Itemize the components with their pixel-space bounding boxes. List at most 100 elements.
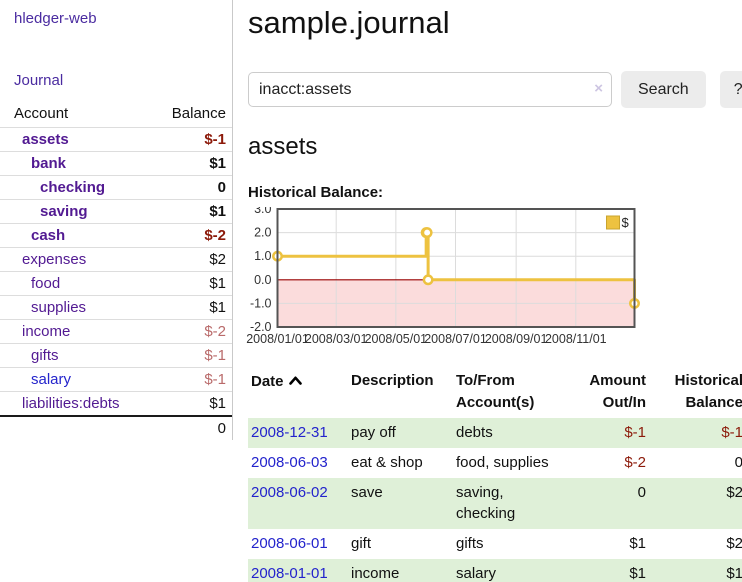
account-balance: $2: [209, 251, 226, 268]
svg-text:2008/07/01: 2008/07/01: [424, 332, 487, 346]
account-link[interactable]: bank: [31, 155, 67, 172]
chart-title: Historical Balance:: [248, 184, 384, 201]
search-button[interactable]: Search: [621, 71, 706, 108]
account-balance: $-2: [204, 227, 226, 244]
transaction-amount: 0: [637, 484, 646, 501]
transaction-amount: $-2: [624, 454, 646, 471]
account-link[interactable]: liabilities:debts: [22, 395, 120, 412]
account-balance: $1: [209, 275, 226, 292]
account-link[interactable]: food: [31, 275, 61, 292]
sidebar-item-journal[interactable]: Journal: [14, 72, 64, 89]
accounts-total-value: 0: [217, 420, 226, 437]
account-row: checking 0: [0, 175, 232, 200]
svg-text:2008/01/01: 2008/01/01: [246, 332, 309, 346]
account-link[interactable]: gifts: [31, 347, 59, 364]
register-header-accounts: To/From Account(s): [456, 372, 535, 411]
account-row: assets $-1: [0, 127, 232, 152]
svg-text:1.0: 1.0: [254, 249, 271, 263]
account-balance: $1: [209, 155, 226, 172]
account-link[interactable]: supplies: [31, 299, 87, 316]
accounts-table: Account Balance assets $-1 bank $1 checking 0…: [0, 102, 232, 440]
svg-text:-2.0: -2.0: [250, 320, 272, 334]
svg-text:2008/05/01: 2008/05/01: [365, 332, 428, 346]
account-row: supplies $1: [0, 295, 232, 320]
legend-swatch: [606, 215, 620, 230]
transaction-date-link[interactable]: 2008-12-31: [251, 424, 328, 441]
transaction-balance: $1: [726, 565, 742, 582]
account-link[interactable]: income: [22, 323, 71, 340]
search-bar: × Search ?: [248, 71, 742, 108]
help-button[interactable]: ?: [719, 71, 742, 108]
account-row: expenses $2: [0, 247, 232, 272]
transaction-amount: $1: [629, 535, 646, 552]
transaction-accounts: food, supplies: [456, 454, 549, 471]
account-balance: 0: [217, 179, 226, 196]
account-link[interactable]: saving: [40, 203, 88, 220]
accounts-header-row: Account Balance: [0, 102, 232, 128]
transaction-description: eat & shop: [351, 454, 423, 471]
svg-text:2.0: 2.0: [254, 226, 271, 240]
transaction-date-link[interactable]: 2008-06-02: [251, 484, 328, 501]
transaction-amount: $-1: [624, 424, 646, 441]
account-row: gifts $-1: [0, 343, 232, 368]
legend-label: $: [622, 215, 630, 230]
account-heading: assets: [248, 133, 318, 160]
transaction-description: save: [351, 484, 383, 501]
account-row: salary $-1: [0, 367, 232, 392]
register-header-balance: Historical Balance: [674, 372, 742, 411]
account-link[interactable]: expenses: [22, 251, 87, 268]
transaction-balance: $2: [726, 484, 742, 501]
account-row: liabilities:debts $1: [0, 391, 232, 417]
register-header-amount: Amount Out/In: [589, 372, 646, 411]
transaction-accounts: gifts: [456, 535, 484, 552]
transaction-date-link[interactable]: 2008-01-01: [251, 565, 328, 582]
svg-text:2008/03/01: 2008/03/01: [305, 332, 368, 346]
brand-link[interactable]: hledger-web: [14, 10, 97, 27]
table-row[interactable]: 2008-06-02 save saving, checking 0 $2: [248, 478, 742, 529]
account-row: cash $-2: [0, 223, 232, 248]
account-link[interactable]: cash: [31, 227, 66, 244]
transaction-amount: $1: [629, 565, 646, 582]
account-row: bank $1: [0, 151, 232, 176]
transaction-date-link[interactable]: 2008-06-01: [251, 535, 328, 552]
main-content: sample.journal × Search ? assets Histori…: [233, 0, 742, 582]
transaction-accounts: saving, checking: [456, 484, 516, 522]
accounts-total-row: 0: [0, 416, 232, 440]
table-row[interactable]: 2008-06-01 gift gifts $1 $2: [248, 529, 742, 559]
sidebar: hledger-web Journal Account Balance asse…: [0, 0, 233, 440]
clear-search-icon[interactable]: ×: [594, 80, 603, 97]
transaction-date-link[interactable]: 2008-06-03: [251, 454, 328, 471]
register-header-date[interactable]: Date: [248, 368, 348, 418]
transaction-description: gift: [351, 535, 372, 552]
transaction-description: pay off: [351, 424, 396, 441]
transaction-accounts: salary: [456, 565, 497, 582]
table-row[interactable]: 2008-01-01 income salary $1 $1: [248, 559, 742, 582]
page-title: sample.journal: [248, 5, 450, 40]
account-link[interactable]: checking: [40, 179, 106, 196]
account-row: food $1: [0, 271, 232, 296]
table-row[interactable]: 2008-06-03 eat & shop food, supplies $-2 0: [248, 448, 742, 478]
account-balance: $1: [209, 299, 226, 316]
table-row[interactable]: 2008-12-31 pay off debts $-1 $-1: [248, 418, 742, 448]
register-table: Date Description To/From Account(s) Amou…: [248, 368, 742, 582]
account-row: saving $1: [0, 199, 232, 224]
search-input[interactable]: [248, 72, 612, 107]
transaction-accounts: debts: [456, 424, 493, 441]
account-balance: $-1: [204, 131, 226, 148]
svg-text:2008/09/01: 2008/09/01: [485, 332, 548, 346]
transaction-description: income: [351, 565, 400, 582]
account-balance: $-2: [204, 323, 226, 340]
account-balance: $-1: [204, 371, 226, 388]
transaction-balance: $2: [726, 535, 742, 552]
plot-border: [276, 208, 636, 328]
data-point: [421, 227, 433, 239]
account-balance: $1: [209, 203, 226, 220]
account-balance: $-1: [204, 347, 226, 364]
account-link[interactable]: salary: [31, 371, 72, 388]
account-balance: $1: [209, 395, 226, 412]
accounts-total-spacer: [0, 416, 154, 440]
account-link[interactable]: assets: [22, 131, 69, 148]
svg-text:3.0: 3.0: [254, 207, 271, 216]
historical-balance-chart[interactable]: 3.0 2.0 1.0 0.0 -1.0 -2.0 2008/01/01 2008/03/01…: [240, 202, 742, 354]
